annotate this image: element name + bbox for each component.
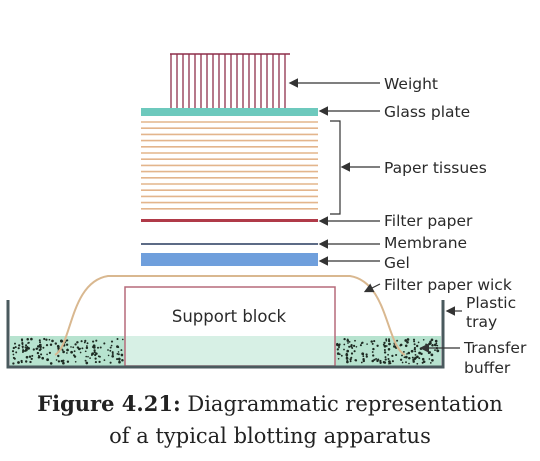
plastic-tray-label-line2: tray xyxy=(466,313,497,331)
plastic-tray-label-line1: Plastic xyxy=(466,294,516,312)
paper-tissues-label: Paper tissues xyxy=(384,159,487,177)
filter-paper-shape xyxy=(141,219,318,222)
transfer-buffer-middle xyxy=(125,336,335,366)
filter-paper-label: Filter paper xyxy=(384,212,473,230)
paper-tissues-bracket xyxy=(330,120,341,215)
gel-label: Gel xyxy=(384,254,410,272)
plastic-tray-shape xyxy=(6,300,445,369)
membrane-label: Membrane xyxy=(384,234,467,252)
support-block-label: Support block xyxy=(172,307,287,326)
figure-caption: Figure 4.21: Diagrammatic representation… xyxy=(0,388,540,452)
filter-paper-wick-shape xyxy=(54,275,406,356)
filter-paper-wick-label: Filter paper wick xyxy=(384,276,512,294)
caption-line-1-text: Diagrammatic representation xyxy=(180,392,503,416)
wick-arrow xyxy=(363,283,381,293)
weight-shape xyxy=(170,53,290,108)
paper-tissues-shape xyxy=(141,121,318,210)
transfer-buffer-label-line2: buffer xyxy=(464,359,511,377)
glass-plate-shape xyxy=(141,108,318,116)
figure-number: Figure 4.21: xyxy=(37,391,181,416)
caption-line-1: Figure 4.21: Diagrammatic representation xyxy=(0,388,540,420)
glass-plate-label: Glass plate xyxy=(384,103,470,121)
weight-label: Weight xyxy=(384,75,438,93)
buffer-dots xyxy=(11,337,440,365)
membrane-shape xyxy=(141,243,318,245)
caption-line-2: of a typical blotting apparatus xyxy=(109,424,431,448)
gel-shape xyxy=(141,253,318,266)
transfer-buffer-label-line1: Transfer xyxy=(463,339,527,357)
